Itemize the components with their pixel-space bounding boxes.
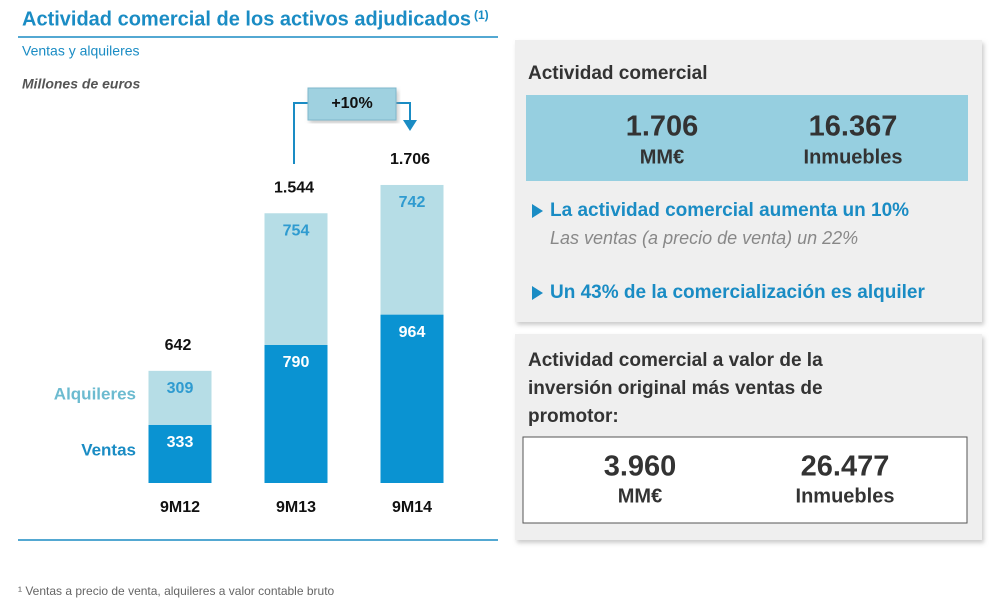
- total-label: 1.706: [390, 151, 430, 168]
- stat-unit: MM€: [618, 485, 662, 507]
- stat-value: 1.706: [626, 111, 699, 143]
- panel-title: promotor:: [528, 406, 619, 427]
- value-label: 333: [167, 434, 194, 451]
- value-label: 964: [399, 324, 426, 341]
- bullet-text: La actividad comercial aumenta un 10%: [550, 200, 909, 221]
- stat-value: 16.367: [809, 111, 898, 143]
- stat-value: 26.477: [801, 451, 890, 483]
- annotation-box: [307, 87, 397, 121]
- legend-entry: Alquileres: [54, 384, 136, 403]
- growth-arrow: [293, 102, 411, 164]
- bar-segment: [264, 344, 328, 483]
- title-note: (1): [474, 8, 489, 22]
- stat-unit: MM€: [640, 146, 684, 168]
- stat-value: 3.960: [604, 451, 677, 483]
- panel-title: Actividad comercial: [528, 63, 708, 84]
- title: Actividad comercial de los activos adjud…: [22, 8, 471, 30]
- x-tick-label: 9M12: [160, 499, 200, 516]
- total-label: 1.544: [274, 179, 314, 196]
- value-label: 309: [167, 380, 194, 397]
- y-label: Millones de euros: [22, 76, 140, 92]
- plot: 333 Ventas 309 Alquileres 642 9M12 790 754 1.544…: [54, 151, 444, 516]
- legend-entry: Ventas: [81, 440, 136, 459]
- value-label: 790: [283, 354, 310, 371]
- panel-title: Actividad comercial a valor de la: [528, 350, 823, 371]
- x-tick-label: 9M14: [392, 499, 432, 516]
- stat-unit: Inmuebles: [804, 146, 903, 168]
- bar-segment: [264, 213, 328, 345]
- stat-unit: Inmuebles: [796, 485, 895, 507]
- footnote: ¹ Ventas a precio de venta, alquileres a…: [18, 584, 335, 598]
- x-tick-label: 9M13: [276, 499, 316, 516]
- bar-segment: [380, 184, 444, 315]
- bar-segment: [148, 424, 212, 483]
- bullet: [532, 286, 543, 300]
- total-label: 642: [165, 337, 192, 354]
- subtitle: Ventas y alquileres: [22, 43, 140, 59]
- bar-segment: [148, 370, 212, 425]
- arrow-head: [403, 120, 417, 131]
- panel-title: inversión original más ventas de: [528, 378, 823, 399]
- bullet-text: Un 43% de la comercialización es alquile…: [550, 282, 925, 303]
- value-label: 742: [399, 194, 426, 211]
- stat-box: [522, 436, 968, 524]
- annotation: +10%: [331, 95, 372, 112]
- bullet: [532, 204, 543, 218]
- bar-segment: [380, 314, 444, 483]
- stat-box: [526, 95, 968, 181]
- bullet-sub: Las ventas (a precio de venta) un 22%: [550, 228, 858, 248]
- value-label: 754: [283, 222, 310, 239]
